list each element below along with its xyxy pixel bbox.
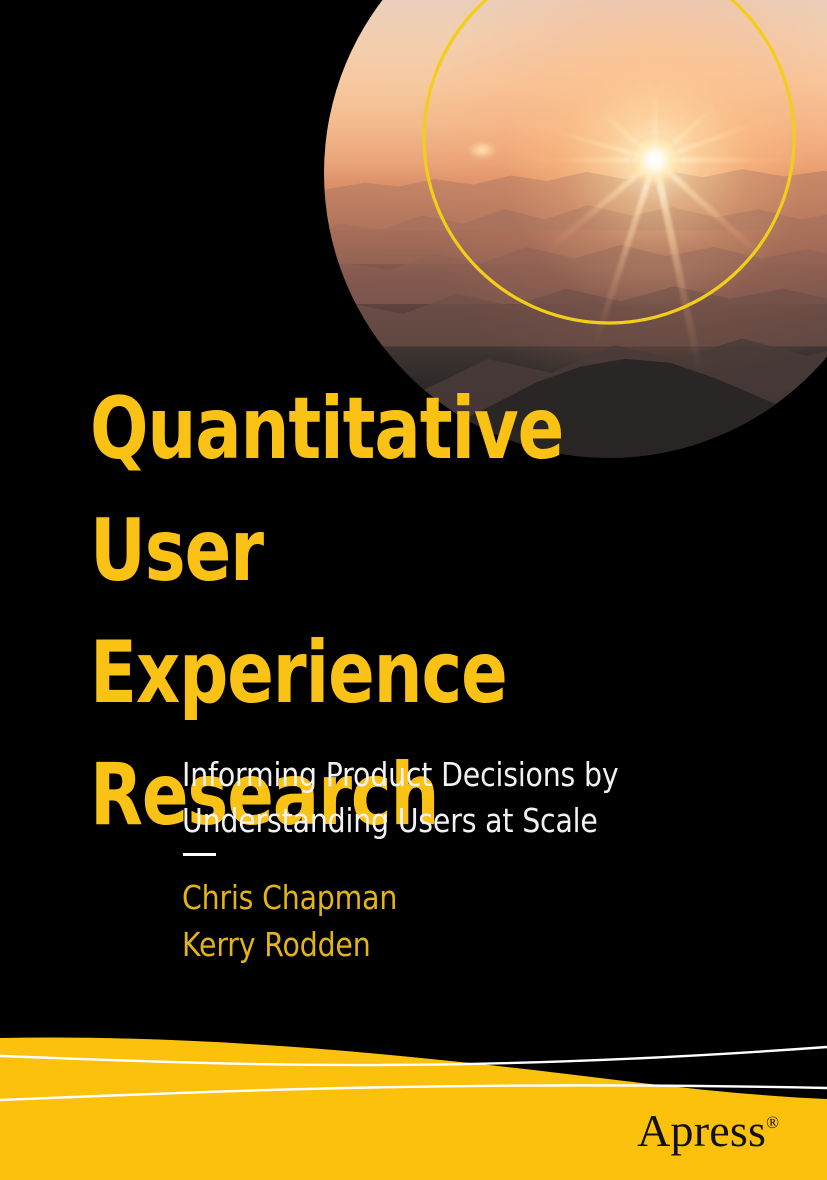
author-list: Chris Chapman Kerry Rodden <box>182 875 698 969</box>
bottom-yellow-band <box>0 1000 827 1180</box>
mountain-ridge-layer-6-foreground <box>324 293 827 458</box>
publisher-name: Apress <box>637 1105 767 1156</box>
accent-line-lower <box>0 1084 827 1102</box>
accent-line-upper <box>0 1045 827 1067</box>
subtitle: Informing Product Decisions by Understan… <box>182 755 619 840</box>
separator-dash <box>183 853 216 856</box>
page-title: Quantitative User Experience Research <box>90 379 564 846</box>
publisher-logo: Apress® <box>637 1108 779 1154</box>
registered-trademark-icon: ® <box>766 1113 779 1132</box>
author-name: Chris Chapman <box>182 878 398 917</box>
band-shape <box>0 1037 827 1180</box>
author-name: Kerry Rodden <box>182 924 371 964</box>
